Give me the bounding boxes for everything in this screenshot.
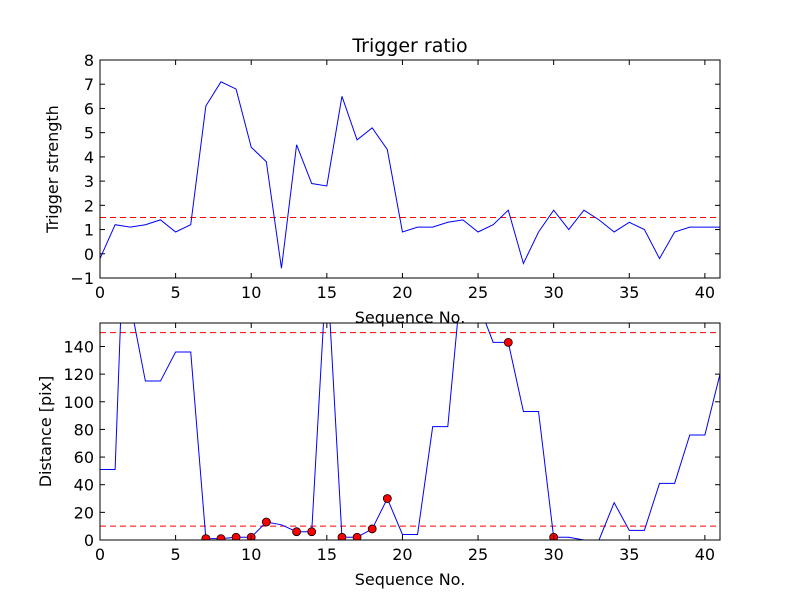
trigger-y-tick-label: 2 <box>84 196 94 215</box>
distance-x-tick-label: 30 <box>543 545 563 564</box>
distance-axes-frame <box>99 322 721 541</box>
trigger-x-axis-label: Sequence No. <box>355 308 466 327</box>
distance-x-tick-label: 5 <box>171 545 181 564</box>
distance-x-tick-label: 25 <box>468 545 488 564</box>
trigger-y-tick-label: 4 <box>84 148 94 167</box>
trigger-y-tick-label: −1 <box>70 269 94 288</box>
distance-y-axis-label: Distance [pix] <box>36 376 55 488</box>
trigger-x-tick-label: 25 <box>468 283 488 302</box>
distance-y-tick-label: 100 <box>63 393 94 412</box>
trigger-chart-title: Trigger ratio <box>351 35 467 57</box>
trigger-x-tick-label: 20 <box>392 283 412 302</box>
distance-marker-point <box>231 532 241 540</box>
distance-y-tick-label: 120 <box>63 365 94 384</box>
trigger-plot-area <box>100 81 720 269</box>
trigger-y-tick-label: 7 <box>84 75 94 94</box>
distance-marker-point <box>503 337 513 347</box>
trigger-y-tick-label: 8 <box>84 51 94 70</box>
distance-x-tick-label: 0 <box>95 545 105 564</box>
distance-x-axis-label: Sequence No. <box>355 570 466 589</box>
distance-x-tick-label: 35 <box>619 545 639 564</box>
distance-marker-point <box>201 534 211 540</box>
distance-panel: 0 5 10 15 20 25 30 35 40 0 20 40 60 80 100 120 140 Sequen… <box>36 322 721 589</box>
trigger-x-tick-label: 35 <box>619 283 639 302</box>
distance-y-tick-label: 60 <box>74 448 94 467</box>
distance-marker-point <box>261 517 271 527</box>
distance-y-tick-label: 80 <box>74 420 94 439</box>
trigger-x-tick-label: 0 <box>95 283 105 302</box>
trigger-y-tick-label: 1 <box>84 221 94 240</box>
trigger-y-tick-label: 5 <box>84 124 94 143</box>
trigger-x-tick-label: 30 <box>543 283 563 302</box>
distance-marker-point <box>352 532 362 540</box>
distance-x-tick-label: 15 <box>317 545 337 564</box>
trigger-series-line-0 <box>100 81 720 269</box>
distance-x-tick-label: 40 <box>695 545 715 564</box>
trigger-x-tick-label: 40 <box>695 283 715 302</box>
distance-y-tick-label: 40 <box>74 476 94 495</box>
distance-y-tick-label: 140 <box>63 337 94 356</box>
trigger-x-tick-label: 10 <box>241 283 261 302</box>
trigger-y-tick-label: 0 <box>84 245 94 264</box>
distance-marker-point <box>292 527 301 537</box>
trigger-y-axis-label: Trigger strength <box>43 105 62 234</box>
distance-x-tick-label: 10 <box>241 545 261 564</box>
distance-marker-point <box>337 532 347 540</box>
distance-y-tick-label: 0 <box>84 531 94 550</box>
distance-marker-point <box>216 534 226 540</box>
trigger-y-tick-label: 6 <box>84 99 94 118</box>
trigger-y-tick-label: 3 <box>84 172 94 191</box>
distance-x-tick-label: 20 <box>392 545 412 564</box>
trigger-axes-frame <box>99 59 721 279</box>
distance-marker-point <box>307 527 317 537</box>
trigger-x-tick-label: 15 <box>317 283 337 302</box>
distance-y-tick-label: 20 <box>74 503 94 522</box>
trigger-x-tick-label: 5 <box>171 283 181 302</box>
distance-marker-point <box>367 524 377 534</box>
distance-marker-point <box>382 494 392 503</box>
distance-plot-area <box>100 323 720 540</box>
distance-series-line-0 <box>100 323 720 540</box>
